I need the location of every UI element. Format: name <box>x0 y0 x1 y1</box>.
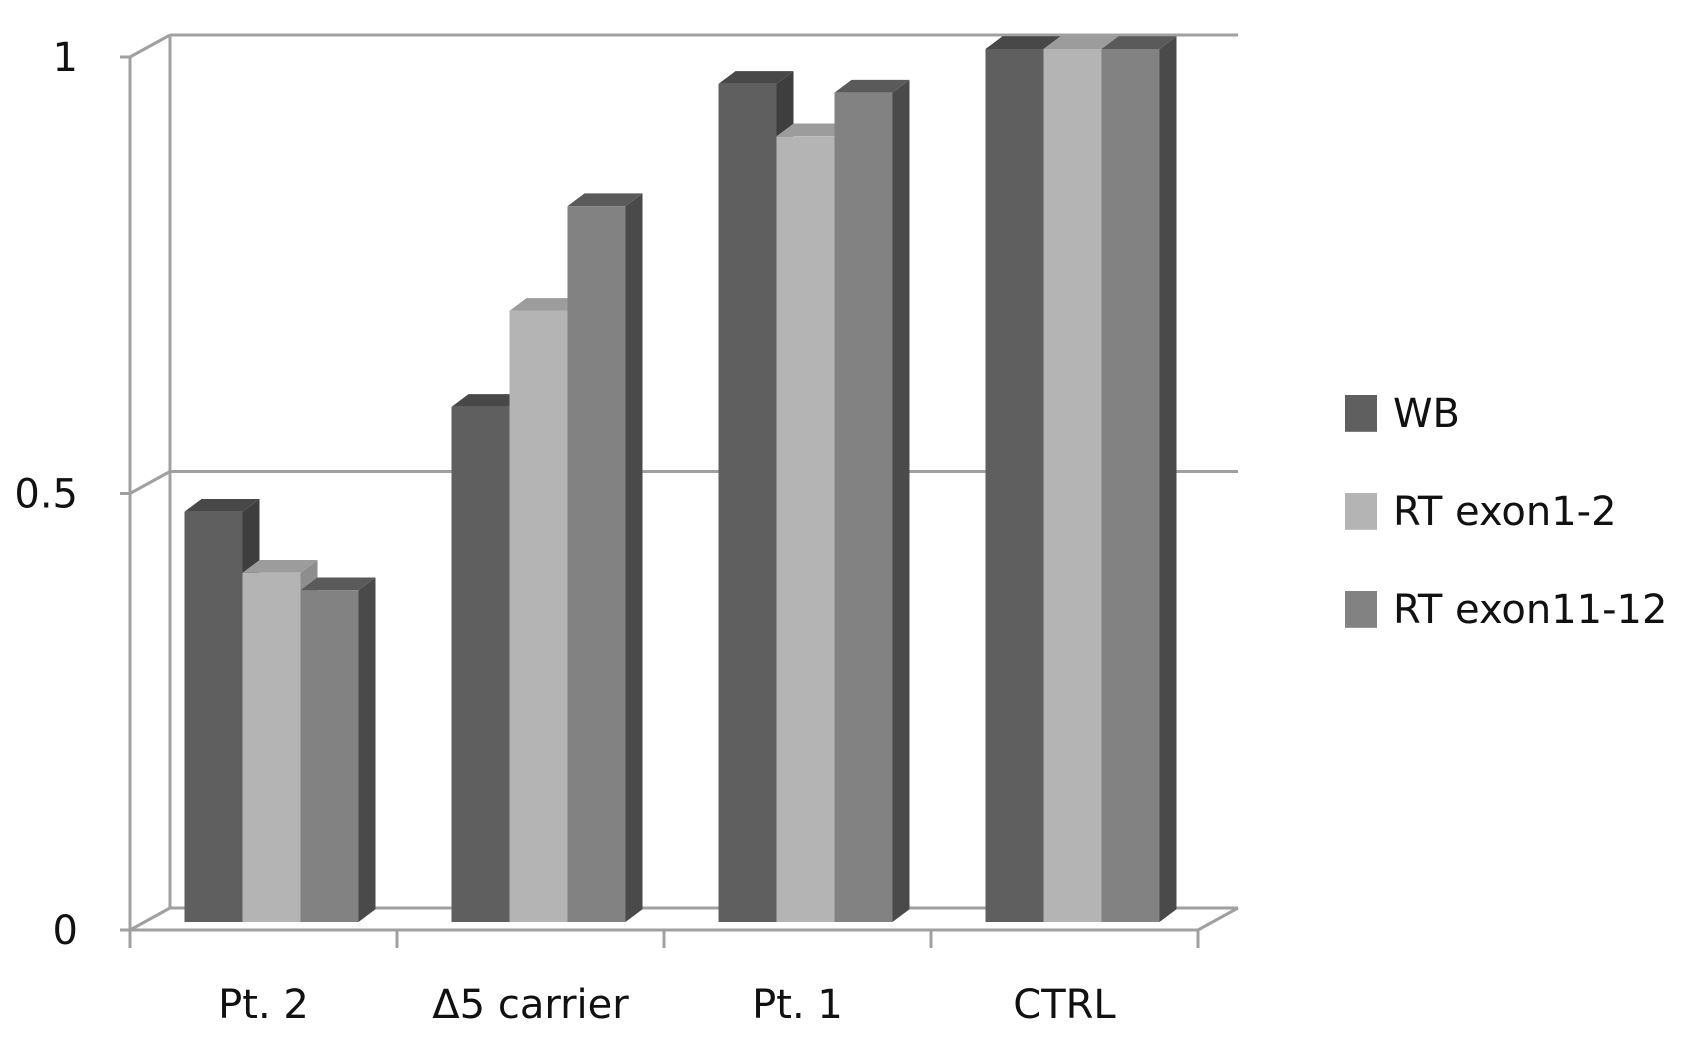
bar <box>184 511 243 922</box>
bar-top <box>985 36 1061 49</box>
bar <box>985 49 1044 922</box>
bar-top <box>184 498 260 512</box>
x-tick-label: Δ5 carrier <box>432 982 629 1028</box>
bar-side <box>358 577 376 922</box>
bar <box>242 572 301 922</box>
bar-side <box>1159 36 1177 922</box>
bar <box>451 406 510 922</box>
bar <box>1101 49 1160 922</box>
gridline-side <box>129 33 171 59</box>
bar <box>776 136 835 923</box>
bar <box>1043 49 1102 922</box>
gridline-side <box>129 470 171 495</box>
chart-axes: 0 0.5 1 Pt. 2 Δ5 carrier Pt. 1 CTRL <box>14 35 1200 1028</box>
floor-right-edge <box>1197 906 1239 932</box>
x-tick-label: Pt. 2 <box>218 982 309 1028</box>
bar-top <box>834 79 910 93</box>
bar <box>834 92 893 922</box>
bar-top <box>300 577 376 591</box>
bar-side <box>625 193 643 922</box>
bar <box>300 590 359 922</box>
chart-legend: WB RT exon1-2 RT exon11-12 <box>1345 391 1667 633</box>
bar-side <box>892 79 910 922</box>
legend-swatch <box>1345 591 1377 628</box>
legend-swatch <box>1345 493 1377 530</box>
bar-top <box>242 560 318 573</box>
legend-swatch <box>1345 395 1377 432</box>
bar-top <box>509 298 585 311</box>
bar <box>718 83 777 923</box>
bar <box>509 310 568 922</box>
legend-label: WB <box>1393 391 1460 437</box>
gridline-side <box>129 906 171 932</box>
bar-top <box>718 71 794 84</box>
bar-top <box>776 123 852 137</box>
x-tick-label: CTRL <box>1013 982 1116 1028</box>
y-tick-label: 0.5 <box>14 472 78 518</box>
x-tick-label: Pt. 1 <box>752 982 843 1028</box>
y-tick-label: 1 <box>53 35 78 81</box>
legend-label: RT exon11-12 <box>1393 587 1667 633</box>
legend-label: RT exon1-2 <box>1393 489 1617 535</box>
chart-bars <box>184 36 1177 923</box>
bar-top <box>451 394 527 407</box>
bar-top <box>1043 36 1119 49</box>
bar-top <box>567 193 643 207</box>
bar-top <box>1101 36 1177 49</box>
y-tick-label: 0 <box>53 908 78 954</box>
bar <box>567 206 626 922</box>
